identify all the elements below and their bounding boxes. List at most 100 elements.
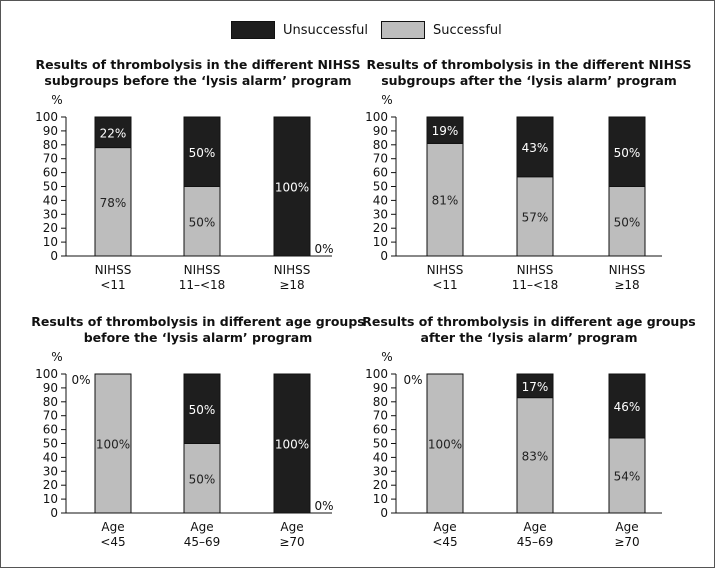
x-category-label: Age <box>101 520 124 534</box>
y-axis-unit-label: % <box>381 350 392 364</box>
bar-successful <box>608 437 646 514</box>
x-category-label: Age <box>280 520 303 534</box>
x-category-label: ≥70 <box>279 535 304 549</box>
chart-title-age-after: Results of thrombolysis in different age… <box>359 314 699 346</box>
x-category-label: <45 <box>100 535 125 549</box>
y-axis-unit-label: % <box>381 93 392 107</box>
data-label-successful: 54% <box>614 469 641 483</box>
y-tick-label: 40 <box>373 450 388 464</box>
y-tick-label: 0 <box>380 249 388 263</box>
x-category-label: 11–<18 <box>179 278 226 292</box>
data-label-successful: 50% <box>189 215 216 229</box>
y-tick-label: 40 <box>373 193 388 207</box>
y-tick-label: 100 <box>35 367 58 381</box>
x-category-label: 11–<18 <box>512 278 559 292</box>
y-tick-label: 50 <box>373 180 388 194</box>
y-tick-label: 30 <box>43 464 58 478</box>
data-label-zero-unsuccessful: 0% <box>71 373 90 387</box>
y-tick-label: 70 <box>43 409 58 423</box>
data-label-unsuccessful: 22% <box>100 126 127 140</box>
y-tick-label: 100 <box>365 110 388 124</box>
bar-unsuccessful <box>608 373 646 439</box>
bar-unsuccessful <box>94 116 132 149</box>
x-category-label: NIHSS <box>609 263 646 277</box>
y-tick-label: 100 <box>365 367 388 381</box>
y-tick-label: 50 <box>43 180 58 194</box>
legend-swatch-unsuccessful <box>231 21 275 39</box>
x-category-label: Age <box>190 520 213 534</box>
legend-item-successful: Successful <box>381 21 502 39</box>
y-tick-label: 40 <box>43 193 58 207</box>
y-tick-label: 0 <box>380 506 388 520</box>
data-label-successful: 81% <box>432 194 459 208</box>
chart-legend: Unsuccessful Successful <box>1 21 715 41</box>
y-tick-label: 20 <box>373 478 388 492</box>
y-tick-label: 0 <box>50 249 58 263</box>
y-tick-label: 50 <box>373 437 388 451</box>
data-label-zero-unsuccessful: 0% <box>403 373 422 387</box>
bar-unsuccessful <box>516 373 554 399</box>
data-label-unsuccessful: 100% <box>275 181 309 195</box>
y-tick-label: 80 <box>373 395 388 409</box>
bar-unsuccessful <box>183 373 221 444</box>
data-label-zero-successful: 0% <box>314 242 333 256</box>
bar-unsuccessful <box>273 373 311 514</box>
chart-title-line: Results of thrombolysis in different age… <box>362 314 696 329</box>
data-label-unsuccessful: 43% <box>522 141 549 155</box>
bar-successful <box>183 186 221 257</box>
y-tick-label: 40 <box>43 450 58 464</box>
data-label-successful: 100% <box>96 438 130 452</box>
x-category-label: NIHSS <box>274 263 311 277</box>
x-category-label: Age <box>615 520 638 534</box>
bar-successful <box>94 373 132 514</box>
x-category-label: ≥70 <box>614 535 639 549</box>
chart-title-line: subgroups after the ‘lysis alarm’ progra… <box>381 73 677 88</box>
bar-unsuccessful <box>183 116 221 187</box>
chart-title-age-before: Results of thrombolysis in different age… <box>28 314 368 346</box>
x-category-label: ≥18 <box>614 278 639 292</box>
x-category-label: NIHSS <box>517 263 554 277</box>
y-tick-label: 10 <box>43 492 58 506</box>
x-category-label: NIHSS <box>427 263 464 277</box>
bar-unsuccessful <box>426 116 464 144</box>
y-tick-label: 90 <box>373 124 388 138</box>
y-tick-label: 80 <box>373 138 388 152</box>
y-tick-label: 70 <box>43 152 58 166</box>
x-category-label: <11 <box>432 278 457 292</box>
y-tick-label: 100 <box>35 110 58 124</box>
bar-successful <box>516 176 554 257</box>
legend-item-unsuccessful: Unsuccessful <box>231 21 368 39</box>
chart-title-line: Results of thrombolysis in different age… <box>31 314 365 329</box>
y-tick-label: 70 <box>373 152 388 166</box>
x-category-label: 45–69 <box>184 535 221 549</box>
y-tick-label: 30 <box>373 464 388 478</box>
bar-unsuccessful <box>516 116 554 178</box>
y-tick-label: 0 <box>50 506 58 520</box>
x-category-label: <11 <box>100 278 125 292</box>
y-tick-label: 60 <box>373 166 388 180</box>
chart-title-line: Results of thrombolysis in the different… <box>366 57 692 72</box>
y-tick-label: 60 <box>43 423 58 437</box>
y-tick-label: 10 <box>373 235 388 249</box>
legend-swatch-successful <box>381 21 425 39</box>
y-axis-unit-label: % <box>51 350 62 364</box>
data-label-unsuccessful: 19% <box>432 124 459 138</box>
y-tick-label: 80 <box>43 395 58 409</box>
y-tick-label: 20 <box>43 221 58 235</box>
x-category-label: NIHSS <box>95 263 132 277</box>
data-label-unsuccessful: 17% <box>522 380 549 394</box>
data-label-successful: 50% <box>189 472 216 486</box>
y-tick-label: 10 <box>43 235 58 249</box>
chart-title-nihss-after: Results of thrombolysis in the different… <box>359 57 699 89</box>
data-label-unsuccessful: 100% <box>275 438 309 452</box>
x-category-label: Age <box>433 520 456 534</box>
bar-successful <box>183 443 221 514</box>
y-tick-label: 30 <box>43 207 58 221</box>
x-category-label: 45–69 <box>517 535 554 549</box>
y-tick-label: 20 <box>373 221 388 235</box>
bar-successful <box>608 186 646 257</box>
y-tick-label: 30 <box>373 207 388 221</box>
y-tick-label: 10 <box>373 492 388 506</box>
